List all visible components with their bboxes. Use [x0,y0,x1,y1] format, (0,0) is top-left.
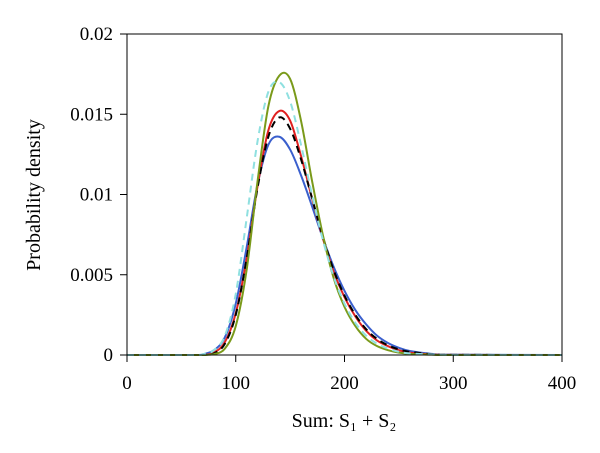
x-tick-label: 400 [548,373,577,394]
y-tick-label: 0.005 [70,265,113,286]
y-tick-label: 0 [104,345,114,366]
series-line-1 [127,135,563,357]
x-tick-label: 200 [330,373,359,394]
y-axis-title: Probability density [23,119,45,271]
series-layer [127,71,563,357]
series-line-5 [127,80,563,357]
x-axis-title: Sum: S₁ + S₂ [292,410,397,432]
y-axis-ticks: 0 0.005 0.01 0.015 0.02 [70,24,127,366]
x-tick-label: 300 [439,373,468,394]
series-line-2 [127,109,563,357]
y-tick-label: 0.015 [70,104,113,125]
y-tick-label: 0.01 [80,185,113,206]
series-line-3 [127,116,563,357]
x-axis-ticks: 0 100 200 300 400 [122,355,576,394]
series-line-4 [127,71,562,357]
x-tick-label: 100 [222,373,251,394]
y-tick-label: 0.02 [80,24,113,45]
x-tick-label: 0 [122,373,132,394]
